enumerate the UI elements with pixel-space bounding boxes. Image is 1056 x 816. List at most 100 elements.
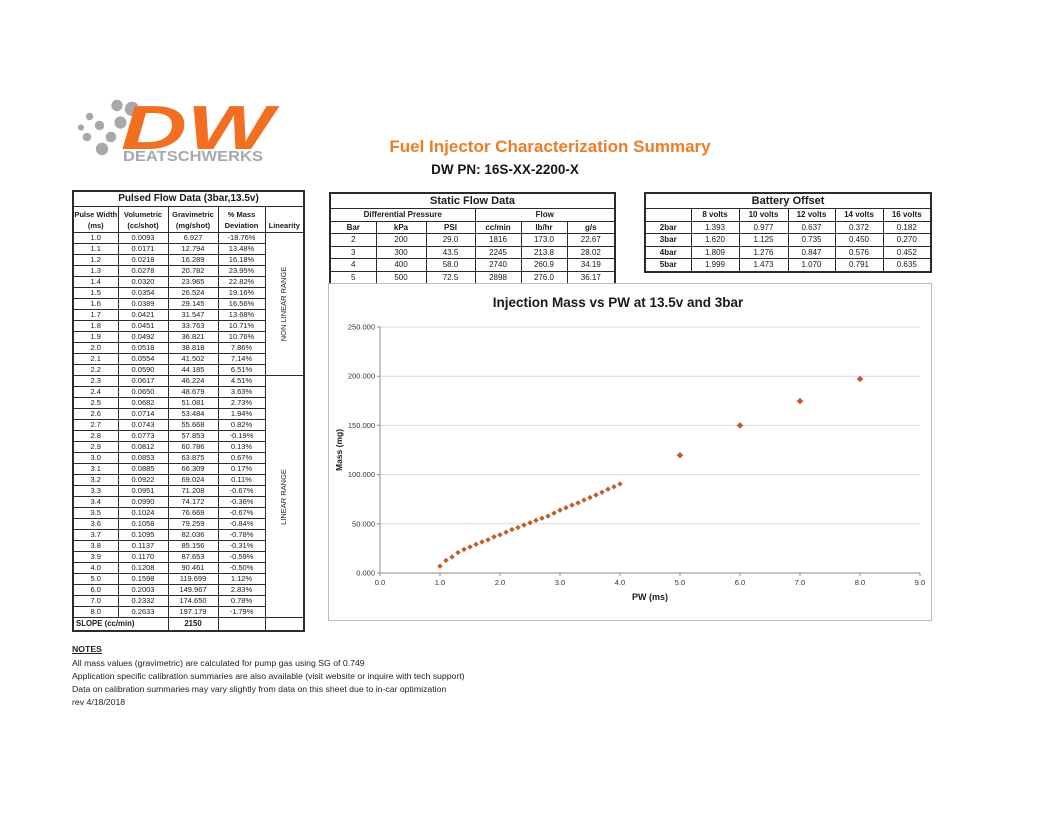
table-cell: 43.5 [425,245,476,259]
table-cell: 2.0 [72,342,119,354]
table-cell: 10.76% [217,331,266,343]
table-cell: 7.0 [72,595,119,607]
table-cell: 0.1137 [117,540,169,552]
column-header: Linearity [264,206,305,233]
table-cell: 1.3 [72,265,119,277]
table-row: 6.0 0.2003 149.967 2.83% [72,584,304,596]
table-row: 2.3 0.0617 46.224 4.51% LINEAR RANGE [72,375,305,618]
table-cell: 0.0590 [117,364,169,376]
table-cell: 79.259 [167,518,219,530]
table-cell: 0.0492 [117,331,169,343]
table-cell: 0.0714 [117,408,169,420]
table-cell: 0.67% [217,452,266,464]
table-cell: 82.036 [167,529,219,541]
column-header-row: Bar kPa PSI cc/min lb/hr g/s [329,220,616,234]
table-cell: 6.51% [217,364,266,376]
data-point [485,537,491,543]
table-cell: 6.927 [167,232,219,244]
y-tick-label: 200.000 [348,372,375,381]
x-tick-label: 3.0 [555,578,565,587]
table-cell: 0.0682 [117,397,169,409]
table-cell: 12.794 [167,243,219,255]
table-row: 1.0 0.0093 6.927 -18.76% NON LINEAR RANGE [72,232,305,376]
table-cell: 2 [329,233,377,247]
table-cell: 3 [329,245,377,259]
table-cell: 0.0885 [117,463,169,475]
table-cell: -0.67% [217,485,266,497]
table-cell: -18.76% [217,232,266,244]
table-cell: 0.637 [787,220,836,234]
row-header: 5bar [644,258,692,272]
table-cell: -0.36% [217,496,266,508]
x-tick-label: 7.0 [795,578,805,587]
data-point [455,549,461,556]
group-header: Flow [474,208,616,222]
table-cell: 1.6 [72,298,119,310]
x-tick-label: 5.0 [675,578,685,587]
injection-mass-chart: 0.0 1.0 2.0 3.0 4.0 5.0 6.0 7.0 8.0 9.0 0.000 50.00… [328,283,932,621]
table-cell: 149.967 [167,584,219,596]
logo-dots [77,99,140,156]
data-point [527,520,533,526]
table-row: 1.6 0.0389 29.145 16.56% [72,298,304,310]
battery-table-title: Battery Offset [644,192,932,209]
table-row: 2 200 29.0 1816 173.0 22.67 [329,233,616,247]
table-cell: 87.653 [167,551,219,563]
chart-title: Injection Mass vs PW at 13.5v and 3bar [493,295,744,310]
table-cell: 0.0853 [117,452,169,464]
table-cell: 8.0 [72,606,119,618]
table-cell: 213.8 [520,245,568,259]
table-cell: 66.309 [167,463,219,475]
table-cell: 0.0922 [117,474,169,486]
data-point [593,492,599,498]
y-tick-label: 0.000 [356,569,375,578]
table-cell: 1.620 [690,233,740,247]
table-cell: 0.0650 [117,386,169,398]
table-cell: -0.50% [217,562,266,574]
column-header [644,208,692,222]
table-row: 1.4 0.0320 23.965 22.82% [72,276,304,288]
table-cell: 85.156 [167,540,219,552]
slope-label: SLOPE (cc/min) [72,617,169,632]
table-cell: 0.0743 [117,419,169,431]
table-row: 1.5 0.0354 26.524 19.16% [72,287,304,299]
table-row: 3 300 43.5 2245 213.8 28.02 [329,245,616,259]
table-row: 1.8 0.0451 33.763 10.71% [72,320,304,332]
table-cell: 38.818 [167,342,219,354]
slope-value: 2150 [167,617,219,632]
data-point [539,515,545,521]
column-header: 16 volts [882,208,932,222]
table-cell: 53.484 [167,408,219,420]
table-row: 3.3 0.0951 71.208 -0.67% [72,485,304,497]
table-cell: 3.7 [72,529,119,541]
data-point [479,539,485,545]
table-cell: 28.02 [566,245,616,259]
notes-section: NOTES All mass values (gravimetric) are … [72,644,632,709]
logo-graphic: DW DEATSCHWERKS [77,94,280,165]
table-cell: 0.576 [834,245,884,259]
table-row: 1.3 0.0278 20.782 23.95% [72,265,304,277]
table-cell: 0.0554 [117,353,169,365]
data-point [437,563,443,569]
table-cell: 1.1 [72,243,119,255]
table-cell: 1.8 [72,320,119,332]
table-row: 5bar 1.999 1.473 1.070 0.791 0.635 [644,258,932,272]
data-point [467,544,473,550]
note-line: Data on calibration summaries may vary s… [72,684,447,694]
row-header: 3bar [644,233,692,247]
table-cell: 0.791 [834,258,884,272]
table-cell: 0.182 [882,220,932,234]
x-tick-label: 1.0 [435,578,445,587]
table-cell: -0.19% [217,430,266,442]
table-cell: 1.7 [72,309,119,321]
table-cell: 0.2633 [117,606,169,618]
table-row: 3bar 1.620 1.125 0.735 0.450 0.270 [644,233,932,247]
table-cell: 22.67 [566,233,616,247]
battery-offset-table: Battery Offset 8 volts 10 volts 12 volts 14… [644,192,933,273]
table-cell: 119.699 [167,573,219,585]
table-cell: 0.11% [217,474,266,486]
data-point [856,375,864,383]
table-cell: 1.5 [72,287,119,299]
column-header-row: 8 volts 10 volts 12 volts 14 volts 16 volts [644,208,932,222]
table-cell: 0.2332 [117,595,169,607]
